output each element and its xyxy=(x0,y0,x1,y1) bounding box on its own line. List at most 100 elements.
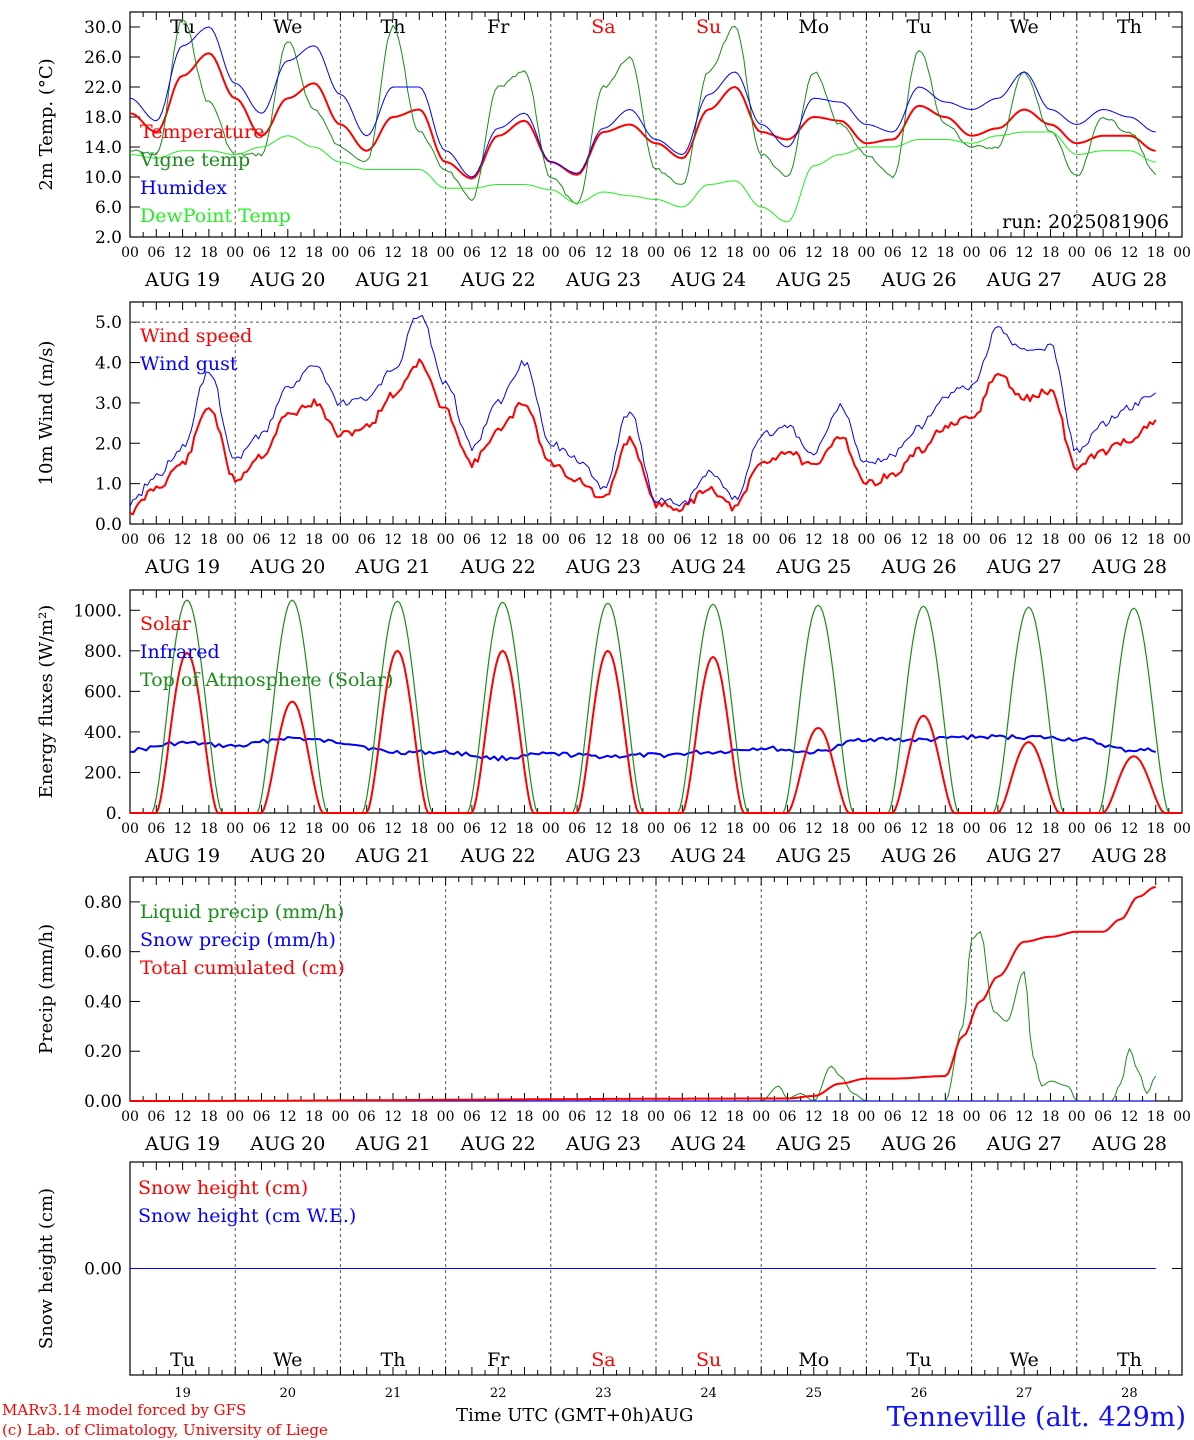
hour-tick-label: 00 xyxy=(1068,1109,1086,1125)
date-label: AUG 20 xyxy=(249,556,325,578)
hour-tick-label: 00 xyxy=(963,245,981,261)
hour-tick-label: 06 xyxy=(253,245,271,261)
y-tick-label: 26.0 xyxy=(84,48,122,68)
hour-tick-label: 06 xyxy=(463,821,481,837)
hour-tick-label: 00 xyxy=(963,821,981,837)
hour-tick-label: 12 xyxy=(910,1109,928,1125)
y-tick-label: 800. xyxy=(84,642,122,662)
date-label: AUG 27 xyxy=(986,269,1062,291)
hour-tick-label: 12 xyxy=(174,821,192,837)
hour-tick-label: 18 xyxy=(831,1109,849,1125)
run-label: run: 2025081906 xyxy=(1002,211,1169,233)
hour-tick-label: 18 xyxy=(936,532,954,548)
hour-tick-label: 06 xyxy=(568,821,586,837)
hour-tick-label: 00 xyxy=(226,1109,244,1125)
date-label: AUG 23 xyxy=(565,556,641,578)
hour-tick-label: 00 xyxy=(437,821,455,837)
hour-tick-label: 06 xyxy=(779,1109,797,1125)
day-number-label: 28 xyxy=(1121,1386,1138,1401)
hour-tick-label: 00 xyxy=(1173,1109,1191,1125)
date-label: AUG 21 xyxy=(354,269,430,291)
infrared-line xyxy=(130,733,1156,762)
hour-tick-label: 18 xyxy=(305,245,323,261)
hour-tick-label: 06 xyxy=(779,245,797,261)
y-axis-label: 10m Wind (m/s) xyxy=(36,341,57,486)
date-label: AUG 28 xyxy=(1091,269,1167,291)
hour-tick-label: 06 xyxy=(1094,532,1112,548)
date-label: AUG 24 xyxy=(670,845,746,867)
day-name-label: Tu xyxy=(170,1349,195,1371)
hour-tick-label: 18 xyxy=(936,1109,954,1125)
y-axis-label: Precip (mm/h) xyxy=(36,924,57,1054)
legend-entry: Snow height (cm) xyxy=(138,1177,308,1199)
hour-tick-label: 00 xyxy=(226,532,244,548)
hour-tick-label: 00 xyxy=(331,245,349,261)
series-line-2 xyxy=(129,26,1156,178)
date-label: AUG 27 xyxy=(986,1133,1062,1155)
hour-tick-label: 06 xyxy=(463,1109,481,1125)
hour-tick-label: 18 xyxy=(1147,1109,1165,1125)
hour-tick-label: 00 xyxy=(752,1109,770,1125)
y-tick-label: 600. xyxy=(84,682,122,702)
hour-tick-label: 18 xyxy=(410,1109,428,1125)
hour-tick-label: 00 xyxy=(963,1109,981,1125)
date-label: AUG 24 xyxy=(670,1133,746,1155)
legend-entry: Humidex xyxy=(140,177,227,199)
series-line-0 xyxy=(129,358,1157,516)
date-label: AUG 28 xyxy=(1091,556,1167,578)
series-line-2 xyxy=(130,886,1156,1102)
y-tick-label: 400. xyxy=(84,723,122,743)
day-name-label: We xyxy=(273,16,302,38)
hour-tick-label: 00 xyxy=(1173,821,1191,837)
day-name-label: Tu xyxy=(907,16,932,38)
hour-tick-label: 12 xyxy=(489,245,507,261)
y-tick-label: 0. xyxy=(106,804,122,824)
legend-entry: Infrared xyxy=(140,641,220,663)
date-label: AUG 23 xyxy=(565,845,641,867)
hour-tick-label: 06 xyxy=(884,1109,902,1125)
lab-credit: (c) Lab. of Climatology, University of L… xyxy=(2,1421,328,1439)
y-tick-label: 2.0 xyxy=(95,228,122,248)
hour-tick-label: 18 xyxy=(936,245,954,261)
date-label: AUG 26 xyxy=(880,1133,956,1155)
hour-tick-label: 18 xyxy=(1147,821,1165,837)
y-tick-label: 0.40 xyxy=(84,992,122,1012)
solar-line xyxy=(130,649,1182,814)
date-label: AUG 19 xyxy=(144,1133,220,1155)
date-label: AUG 27 xyxy=(986,845,1062,867)
day-name-label: Fr xyxy=(487,1349,510,1371)
hour-tick-label: 12 xyxy=(384,245,402,261)
hour-tick-label: 06 xyxy=(779,532,797,548)
hour-tick-label: 18 xyxy=(1042,821,1060,837)
hour-tick-label: 18 xyxy=(621,245,639,261)
hour-tick-label: 00 xyxy=(226,821,244,837)
y-tick-label: 200. xyxy=(84,763,122,783)
legend-entry: Vigne temp xyxy=(139,149,250,171)
hour-tick-label: 12 xyxy=(279,821,297,837)
date-label: AUG 28 xyxy=(1091,1133,1167,1155)
series-line-1 xyxy=(129,315,1157,507)
y-tick-label: 1.0 xyxy=(95,475,122,495)
hour-tick-label: 00 xyxy=(857,821,875,837)
hour-tick-label: 12 xyxy=(384,532,402,548)
y-tick-label: 14.0 xyxy=(84,138,122,158)
hour-tick-label: 00 xyxy=(752,821,770,837)
hour-tick-label: 12 xyxy=(700,1109,718,1125)
hour-tick-label: 12 xyxy=(279,245,297,261)
day-name-label: Sa xyxy=(591,16,615,38)
hour-tick-label: 18 xyxy=(200,1109,218,1125)
hour-tick-label: 00 xyxy=(1173,245,1191,261)
hour-tick-label: 06 xyxy=(1094,821,1112,837)
hour-tick-label: 12 xyxy=(910,821,928,837)
date-label: AUG 22 xyxy=(460,1133,536,1155)
hour-tick-label: 18 xyxy=(831,532,849,548)
legend-entry: Top of Atmosphere (Solar) xyxy=(140,669,393,691)
hour-tick-label: 06 xyxy=(1094,1109,1112,1125)
hour-tick-label: 00 xyxy=(121,532,139,548)
hour-tick-label: 06 xyxy=(147,532,165,548)
hour-tick-label: 06 xyxy=(884,245,902,261)
hour-tick-label: 06 xyxy=(358,532,376,548)
hour-tick-label: 12 xyxy=(174,1109,192,1125)
hour-tick-label: 12 xyxy=(594,1109,612,1125)
day-name-label: Fr xyxy=(487,16,510,38)
